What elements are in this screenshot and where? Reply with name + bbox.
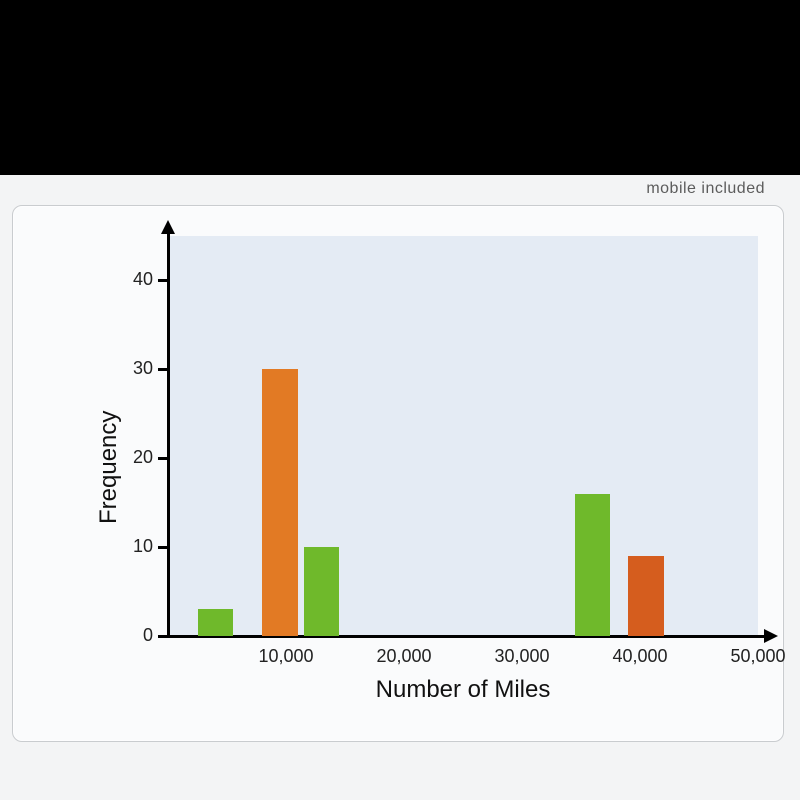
x-tick-label: 40,000 — [600, 646, 680, 667]
chart-bar — [198, 609, 233, 636]
page-surface: mobile included Frequency Number of Mile… — [0, 175, 800, 800]
chart-bar — [575, 494, 610, 636]
x-tick-label: 50,000 — [718, 646, 798, 667]
y-tick-mark — [158, 457, 168, 460]
chart-bar — [304, 547, 339, 636]
x-axis-arrow — [764, 629, 778, 643]
x-tick-label: 30,000 — [482, 646, 562, 667]
chart-bar — [628, 556, 663, 636]
y-tick-mark — [158, 635, 168, 638]
x-axis-line — [168, 635, 766, 638]
y-tick-label: 10 — [113, 536, 153, 557]
y-axis-line — [167, 232, 170, 636]
chart-frame: Frequency Number of Miles 010203040 10,0… — [12, 205, 784, 742]
x-tick-label: 10,000 — [246, 646, 326, 667]
y-axis-arrow — [161, 220, 175, 234]
x-tick-label: 20,000 — [364, 646, 444, 667]
partial-header-text: mobile included — [646, 180, 765, 198]
y-tick-label: 40 — [113, 269, 153, 290]
plot-area — [168, 236, 758, 636]
y-tick-mark — [158, 546, 168, 549]
y-tick-label: 30 — [113, 358, 153, 379]
y-tick-mark — [158, 368, 168, 371]
x-axis-title: Number of Miles — [168, 676, 758, 704]
y-tick-label: 20 — [113, 447, 153, 468]
y-tick-mark — [158, 279, 168, 282]
y-tick-label: 0 — [113, 625, 153, 646]
chart-bar — [262, 369, 297, 636]
